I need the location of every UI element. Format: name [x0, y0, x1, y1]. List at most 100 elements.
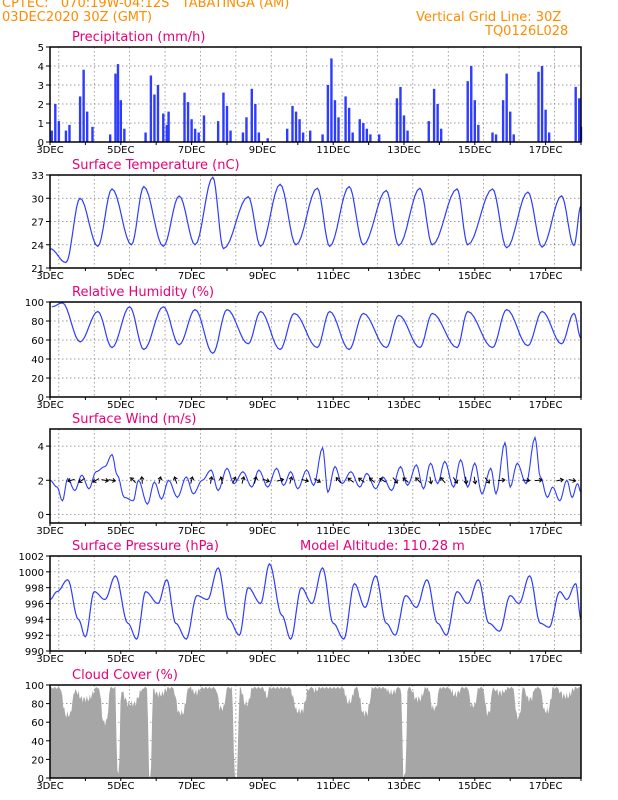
temp-xtick-label: 13DEC: [387, 271, 421, 282]
precip-bar: [321, 134, 324, 142]
rh-ytick-label: 80: [31, 317, 44, 328]
wind-arrow-shaft: [301, 478, 309, 482]
wind-vector-arrow: [67, 478, 75, 483]
wind-title: Surface Wind (m/s): [72, 412, 196, 427]
cloud-ytick-label: 0: [38, 774, 44, 785]
pres-xtick-label: 17DEC: [529, 654, 563, 665]
wind-arrow-head: [335, 476, 340, 482]
wind-arrow-shaft: [392, 477, 398, 484]
wind-xtick-label: 5DEC: [107, 526, 134, 537]
precip-bar: [540, 66, 544, 142]
precip-bar: [241, 132, 245, 142]
precip-bar: [399, 86, 402, 142]
vertical-grid-note: Vertical Grid Line: 30Z: [416, 10, 562, 25]
wind-ytick-label: 4: [38, 442, 44, 453]
precip-xtick-label: 3DEC: [36, 145, 63, 156]
precip-bar: [362, 123, 365, 142]
cloud-frame: [49, 684, 582, 779]
wind-arrow-shaft: [484, 477, 490, 484]
wind-arrow-shaft: [190, 476, 193, 484]
rh-ytick-label: 100: [25, 298, 44, 309]
precip-bar: [378, 134, 381, 142]
rh-ytick-label: 20: [31, 374, 44, 385]
precip-bar: [114, 73, 117, 142]
wind-vector-arrow: [240, 476, 246, 484]
temp-xtick-label: 17DEC: [529, 271, 563, 282]
wind-arrow-head: [265, 478, 271, 483]
wind-arrow-head: [173, 476, 178, 481]
wind-vector-arrow: [301, 478, 310, 483]
precip-bar: [436, 104, 439, 142]
wind-arrow-shaft: [556, 479, 564, 482]
temp-ytick-label: 24: [31, 241, 44, 252]
precip-bar: [473, 100, 476, 142]
rh-title: Relative Humidity (%): [72, 285, 214, 300]
precip-bar: [301, 132, 305, 142]
pres-xtick-label: 11DEC: [316, 654, 350, 665]
precip-bar: [509, 111, 512, 142]
cloud-xtick-label: 15DEC: [458, 781, 492, 792]
wind-vector-arrow: [568, 478, 577, 483]
precip-bar: [153, 94, 156, 142]
product-code: TQ0126L028: [485, 24, 569, 39]
precip-bar: [85, 111, 89, 142]
pres-ytick-label: 996: [25, 600, 44, 611]
wind-arrow-head: [92, 478, 97, 483]
precip-bar: [119, 100, 122, 142]
wind-vector-arrow: [368, 477, 376, 483]
run-date: 03DEC2020 30Z (GMT): [2, 10, 153, 25]
precip-bar: [395, 98, 399, 142]
precip-bar: [547, 132, 551, 142]
precip-xtick-label: 7DEC: [178, 145, 205, 156]
precip-bar: [285, 128, 289, 142]
wind-arrow-head: [559, 477, 565, 483]
wind-arrow-shaft: [379, 478, 387, 483]
wind-vector-arrow: [139, 475, 145, 484]
wind-vector-arrow: [472, 476, 478, 485]
cloud-title: Cloud Cover (%): [72, 668, 178, 683]
rh-ytick-label: 0: [38, 393, 44, 404]
precip-bar: [162, 113, 165, 142]
precip-bar: [50, 130, 53, 142]
temp-xtick-label: 3DEC: [36, 271, 63, 282]
wind-arrow-head: [357, 477, 363, 482]
precip-ytick-label: 2: [38, 100, 44, 111]
wind-arrow-head: [440, 476, 445, 482]
wind-vector-arrow: [208, 475, 214, 484]
wind-xtick-label: 13DEC: [387, 526, 421, 537]
rh-ytick-label: 40: [31, 355, 44, 366]
precip-bar: [298, 119, 301, 142]
wind-vector-arrow: [335, 476, 342, 484]
wind-arrow-shaft: [313, 478, 321, 483]
precip-bar: [333, 100, 337, 142]
wind-vector-arrow: [189, 476, 195, 484]
pres-xtick-label: 5DEC: [107, 654, 134, 665]
rh-xtick-label: 3DEC: [36, 400, 63, 411]
wind-arrow-head: [130, 477, 135, 482]
wind-arrow-shaft: [130, 477, 137, 484]
wind-arrow-shaft: [253, 476, 257, 484]
wind-arrow-head: [402, 477, 407, 482]
rh-xtick-label: 13DEC: [387, 400, 421, 411]
temp-xtick-label: 5DEC: [107, 271, 134, 282]
pres-xtick-label: 13DEC: [387, 654, 421, 665]
precip-bar: [78, 96, 82, 142]
wind-arrow-shaft: [158, 476, 162, 484]
wind-arrow-head: [316, 478, 322, 483]
pres-ytick-label: 1000: [19, 568, 44, 579]
precip-xtick-label: 13DEC: [387, 145, 421, 156]
wind-arrow-shaft: [262, 478, 270, 482]
pres-ytick-label: 990: [25, 647, 44, 658]
wind-xtick-label: 17DEC: [529, 526, 563, 537]
precip-bar: [123, 128, 126, 142]
pres-xtick-label: 9DEC: [249, 654, 276, 665]
precip-bar: [193, 128, 197, 142]
precip-bar: [351, 132, 354, 142]
wind-vector-arrow: [157, 476, 163, 484]
wind-arrow-shaft: [429, 476, 432, 484]
precip-bar: [326, 85, 330, 142]
precip-plot-area: [50, 47, 581, 142]
wind-arrow-head: [67, 478, 72, 483]
precip-bar: [574, 86, 577, 142]
precip-bar: [202, 115, 206, 142]
